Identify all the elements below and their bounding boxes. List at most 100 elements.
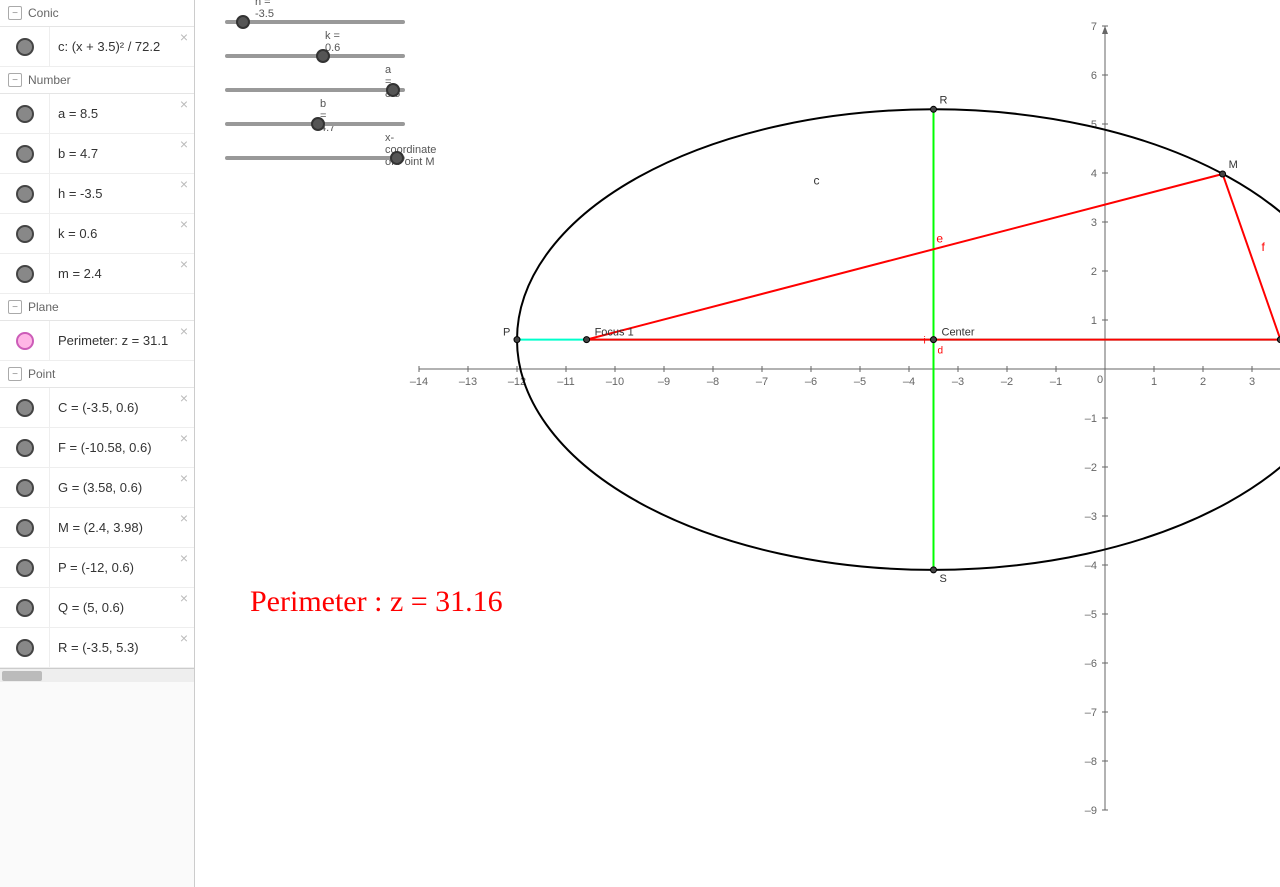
- delete-icon[interactable]: ×: [180, 390, 188, 406]
- object-definition[interactable]: a = 8.5: [50, 102, 194, 125]
- x-tick-label: 3: [1249, 376, 1255, 388]
- object-definition[interactable]: c: (x + 3.5)² / 72.2: [50, 35, 194, 58]
- visibility-toggle[interactable]: [0, 428, 50, 467]
- object-definition[interactable]: Perimeter: z = 31.1: [50, 329, 194, 352]
- delete-icon[interactable]: ×: [180, 590, 188, 606]
- point-S[interactable]: [931, 567, 937, 573]
- y-tick-label: –8: [1085, 756, 1097, 768]
- visibility-toggle[interactable]: [0, 254, 50, 293]
- point-C[interactable]: [931, 337, 937, 343]
- visibility-toggle[interactable]: [0, 588, 50, 627]
- object-dot-icon: [16, 332, 34, 350]
- algebra-row[interactable]: M = (2.4, 3.98)×: [0, 508, 194, 548]
- algebra-row[interactable]: P = (-12, 0.6)×: [0, 548, 194, 588]
- sidebar-horizontal-scrollbar[interactable]: [0, 668, 194, 682]
- algebra-row[interactable]: Q = (5, 0.6)×: [0, 588, 194, 628]
- delete-icon[interactable]: ×: [180, 550, 188, 566]
- collapse-icon[interactable]: −: [8, 367, 22, 381]
- visibility-toggle[interactable]: [0, 94, 50, 133]
- collapse-icon[interactable]: −: [8, 6, 22, 20]
- visibility-toggle[interactable]: [0, 214, 50, 253]
- visibility-toggle[interactable]: [0, 548, 50, 587]
- segment[interactable]: [1223, 174, 1280, 340]
- algebra-row[interactable]: R = (-3.5, 5.3)×: [0, 628, 194, 668]
- point-M[interactable]: [1220, 171, 1226, 177]
- y-tick-label: 7: [1091, 21, 1097, 33]
- x-tick-label: –10: [606, 376, 624, 388]
- point-label: P: [503, 327, 510, 339]
- object-dot-icon: [16, 519, 34, 537]
- algebra-row[interactable]: Perimeter: z = 31.1×: [0, 321, 194, 361]
- object-dot-icon: [16, 439, 34, 457]
- algebra-row[interactable]: k = 0.6×: [0, 214, 194, 254]
- point-label: Center: [942, 327, 975, 339]
- object-definition[interactable]: R = (-3.5, 5.3): [50, 636, 194, 659]
- segment[interactable]: [587, 174, 1223, 340]
- x-tick-label: –2: [1001, 376, 1013, 388]
- delete-icon[interactable]: ×: [180, 510, 188, 526]
- visibility-toggle[interactable]: [0, 628, 50, 667]
- delete-icon[interactable]: ×: [180, 29, 188, 45]
- algebra-row[interactable]: F = (-10.58, 0.6)×: [0, 428, 194, 468]
- section-title: Plane: [28, 300, 59, 314]
- object-dot-icon: [16, 639, 34, 657]
- delete-icon[interactable]: ×: [180, 323, 188, 339]
- delete-icon[interactable]: ×: [180, 430, 188, 446]
- delete-icon[interactable]: ×: [180, 176, 188, 192]
- object-definition[interactable]: M = (2.4, 3.98): [50, 516, 194, 539]
- algebra-row[interactable]: h = -3.5×: [0, 174, 194, 214]
- section-header[interactable]: −Conic: [0, 0, 194, 27]
- collapse-icon[interactable]: −: [8, 73, 22, 87]
- point-R[interactable]: [931, 106, 937, 112]
- delete-icon[interactable]: ×: [180, 136, 188, 152]
- x-tick-label: –1: [1050, 376, 1062, 388]
- algebra-row[interactable]: a = 8.5×: [0, 94, 194, 134]
- algebra-row[interactable]: m = 2.4×: [0, 254, 194, 294]
- x-tick-label: –9: [658, 376, 670, 388]
- section-header[interactable]: −Number: [0, 67, 194, 94]
- x-tick-label: –13: [459, 376, 477, 388]
- object-definition[interactable]: k = 0.6: [50, 222, 194, 245]
- object-definition[interactable]: h = -3.5: [50, 182, 194, 205]
- x-tick-label: –7: [756, 376, 768, 388]
- algebra-row[interactable]: c: (x + 3.5)² / 72.2×: [0, 27, 194, 67]
- section-header[interactable]: −Point: [0, 361, 194, 388]
- delete-icon[interactable]: ×: [180, 630, 188, 646]
- delete-icon[interactable]: ×: [180, 470, 188, 486]
- x-tick-label: –6: [805, 376, 817, 388]
- visibility-toggle[interactable]: [0, 174, 50, 213]
- graphics-canvas[interactable]: h = -3.5k = 0.6a = 8.5b = 4.7x-coordinat…: [195, 0, 1280, 887]
- visibility-toggle[interactable]: [0, 321, 50, 360]
- object-definition[interactable]: G = (3.58, 0.6): [50, 476, 194, 499]
- algebra-sidebar[interactable]: −Conicc: (x + 3.5)² / 72.2×−Numbera = 8.…: [0, 0, 195, 887]
- delete-icon[interactable]: ×: [180, 96, 188, 112]
- algebra-row[interactable]: C = (-3.5, 0.6)×: [0, 388, 194, 428]
- delete-icon[interactable]: ×: [180, 256, 188, 272]
- visibility-toggle[interactable]: [0, 388, 50, 427]
- object-dot-icon: [16, 559, 34, 577]
- algebra-row[interactable]: b = 4.7×: [0, 134, 194, 174]
- collapse-icon[interactable]: −: [8, 300, 22, 314]
- object-dot-icon: [16, 225, 34, 243]
- object-definition[interactable]: b = 4.7: [50, 142, 194, 165]
- ellipse-label: c: [814, 174, 820, 188]
- point-F[interactable]: [584, 337, 590, 343]
- y-tick-label: –2: [1085, 462, 1097, 474]
- visibility-toggle[interactable]: [0, 468, 50, 507]
- x-tick-label: –4: [903, 376, 915, 388]
- section-header[interactable]: −Plane: [0, 294, 194, 321]
- object-definition[interactable]: C = (-3.5, 0.6): [50, 396, 194, 419]
- visibility-toggle[interactable]: [0, 508, 50, 547]
- object-definition[interactable]: F = (-10.58, 0.6): [50, 436, 194, 459]
- object-definition[interactable]: m = 2.4: [50, 262, 194, 285]
- object-definition[interactable]: P = (-12, 0.6): [50, 556, 194, 579]
- point-P[interactable]: [514, 337, 520, 343]
- y-tick-label: 3: [1091, 217, 1097, 229]
- visibility-toggle[interactable]: [0, 134, 50, 173]
- object-definition[interactable]: Q = (5, 0.6): [50, 596, 194, 619]
- algebra-row[interactable]: G = (3.58, 0.6)×: [0, 468, 194, 508]
- visibility-toggle[interactable]: [0, 27, 50, 66]
- scrollbar-thumb[interactable]: [2, 671, 42, 681]
- delete-icon[interactable]: ×: [180, 216, 188, 232]
- y-tick-label: 2: [1091, 266, 1097, 278]
